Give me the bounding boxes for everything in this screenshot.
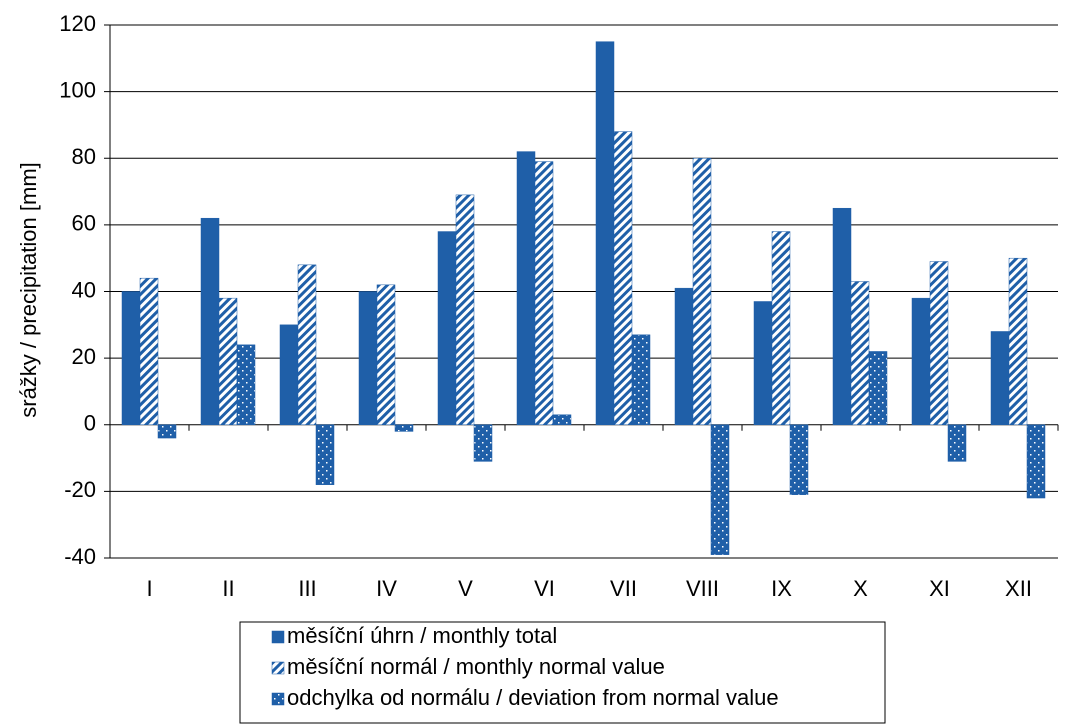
x-tick-label: XII — [1005, 576, 1032, 601]
bar — [929, 261, 949, 425]
bar — [631, 334, 651, 425]
legend-swatch — [271, 692, 285, 706]
bar — [753, 301, 773, 425]
legend-label: měsíční normál / monthly normal value — [287, 654, 665, 679]
bar — [279, 324, 299, 425]
y-tick-label: 120 — [59, 11, 96, 36]
bar — [437, 231, 457, 425]
bar — [534, 161, 554, 426]
bar — [832, 207, 852, 425]
bar — [376, 284, 396, 425]
bar — [121, 291, 141, 425]
bar — [315, 424, 335, 485]
bar — [394, 424, 414, 432]
bar — [1008, 257, 1028, 425]
x-tick-label: X — [853, 576, 868, 601]
bar — [1026, 424, 1046, 499]
bar — [516, 151, 536, 425]
bar — [473, 424, 493, 462]
y-tick-label: 100 — [59, 77, 96, 102]
bar — [990, 331, 1010, 426]
y-tick-label: 40 — [72, 277, 96, 302]
x-tick-label: VI — [534, 576, 555, 601]
bar — [455, 194, 475, 425]
y-tick-label: 80 — [72, 144, 96, 169]
bar — [911, 297, 931, 426]
bar — [139, 277, 159, 425]
bar — [595, 41, 615, 425]
bar — [868, 351, 888, 425]
bar — [358, 291, 378, 425]
legend-label: měsíční úhrn / monthly total — [287, 623, 557, 648]
y-tick-label: 60 — [72, 211, 96, 236]
y-axis-label: srážky / precipitation [mm] — [16, 162, 41, 418]
bar — [850, 281, 870, 425]
bar — [236, 344, 256, 425]
x-tick-label: VII — [610, 576, 637, 601]
x-tick-label: II — [222, 576, 234, 601]
bar — [200, 217, 220, 425]
bar — [771, 231, 791, 425]
bar — [157, 424, 177, 439]
legend-box — [239, 621, 886, 724]
x-tick-label: IX — [771, 576, 792, 601]
bar — [710, 424, 730, 555]
bar — [297, 264, 317, 425]
x-tick-label: V — [458, 576, 473, 601]
bar — [947, 424, 967, 462]
bar — [674, 287, 694, 426]
bar — [692, 158, 712, 425]
y-tick-label: 20 — [72, 344, 96, 369]
legend-label: odchylka od normálu / deviation from nor… — [287, 685, 779, 710]
legend-swatch — [271, 661, 285, 675]
bar — [218, 297, 238, 426]
x-tick-label: XI — [929, 576, 950, 601]
bar — [552, 414, 572, 426]
x-tick-label: III — [298, 576, 316, 601]
y-tick-label: -20 — [64, 477, 96, 502]
bar — [789, 424, 809, 495]
y-tick-label: 0 — [84, 411, 96, 436]
x-tick-label: I — [146, 576, 152, 601]
x-tick-label: IV — [376, 576, 397, 601]
y-tick-label: -40 — [64, 544, 96, 569]
x-tick-label: VIII — [686, 576, 719, 601]
legend-swatch — [271, 630, 285, 644]
bar — [613, 131, 633, 425]
